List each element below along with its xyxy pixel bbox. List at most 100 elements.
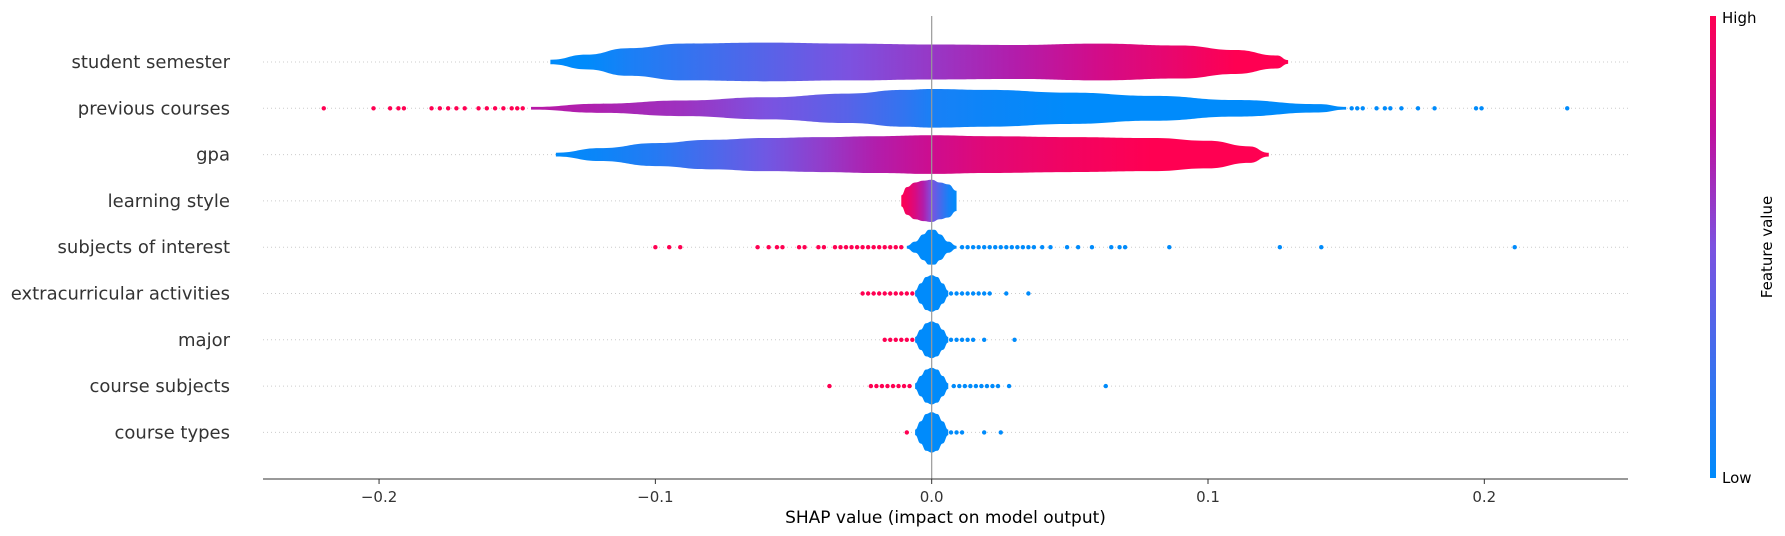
- shap-point: [1040, 245, 1045, 250]
- shap-point: [893, 291, 898, 296]
- shap-point: [979, 383, 984, 389]
- shap-point: [995, 383, 1001, 389]
- shap-point: [1103, 383, 1108, 389]
- shap-point: [970, 337, 976, 342]
- shap-point: [948, 430, 954, 435]
- shap-point: [865, 291, 871, 296]
- shap-point: [970, 245, 976, 250]
- shap-point: [371, 106, 376, 111]
- shap-point: [871, 291, 876, 296]
- shap-point: [796, 245, 802, 250]
- shap-point: [321, 106, 326, 111]
- shap-point: [1117, 245, 1122, 250]
- shap-point: [965, 291, 970, 296]
- shap-point: [981, 245, 987, 250]
- shap-point: [1048, 245, 1053, 250]
- shap-point: [959, 291, 965, 296]
- shap-point: [515, 106, 520, 111]
- shap-point: [1089, 245, 1095, 250]
- shap-point: [774, 245, 780, 250]
- shap-point: [907, 383, 912, 389]
- x-tick-label: −0.1: [637, 488, 673, 506]
- shap-point: [888, 245, 893, 250]
- shap-point: [832, 245, 838, 250]
- shap-point: [520, 106, 525, 111]
- shap-point: [678, 245, 683, 250]
- shap-point: [780, 245, 785, 250]
- shap-point: [1012, 337, 1017, 342]
- shap-point: [876, 245, 882, 250]
- violin-layer: [531, 42, 1347, 453]
- shap-point: [766, 245, 771, 250]
- shap-point: [1015, 245, 1020, 250]
- feature-label: subjects of interest: [58, 237, 230, 258]
- shap-point: [1473, 106, 1479, 111]
- shap-point: [998, 430, 1003, 435]
- shap-point: [1006, 383, 1012, 389]
- shap-point: [1399, 106, 1404, 111]
- shap-point: [899, 291, 904, 296]
- shap-point: [981, 430, 987, 435]
- shap-point: [899, 245, 904, 250]
- shap-point: [879, 383, 885, 389]
- feature-label: major: [178, 330, 231, 351]
- shap-point: [876, 291, 882, 296]
- x-tick-label: −0.2: [361, 488, 397, 506]
- shap-point: [893, 245, 898, 250]
- shap-point: [888, 337, 893, 342]
- shap-point: [1075, 245, 1081, 250]
- feature-label: course types: [115, 422, 230, 443]
- shap-point: [882, 337, 887, 342]
- shap-point: [1009, 245, 1015, 250]
- feature-label: learning style: [108, 191, 230, 212]
- x-tick-label: 0.2: [1472, 488, 1496, 506]
- violin-shape: [550, 42, 1289, 82]
- x-axis-title: SHAP value (impact on model output): [785, 508, 1106, 528]
- outlier-points-layer: [321, 106, 1570, 435]
- shap-point: [959, 245, 965, 250]
- feature-label: gpa: [196, 145, 230, 166]
- shap-point: [802, 245, 807, 250]
- shap-point: [849, 245, 854, 250]
- shap-point: [860, 291, 865, 296]
- colorbar: High Low Feature value: [1710, 9, 1776, 487]
- shap-point: [948, 337, 954, 342]
- shap-point: [987, 245, 992, 250]
- shap-point: [484, 106, 490, 111]
- shap-point: [874, 383, 879, 389]
- shap-point: [954, 430, 959, 435]
- shap-point: [957, 383, 962, 389]
- shap-point: [973, 383, 979, 389]
- shap-point: [890, 383, 896, 389]
- x-tick-label: 0.1: [1196, 488, 1220, 506]
- shap-point: [1355, 106, 1360, 111]
- shap-point: [910, 337, 915, 342]
- x-tick-label: 0.0: [920, 488, 944, 506]
- violin-shape: [531, 88, 1347, 128]
- shap-point: [854, 245, 860, 250]
- shap-point: [970, 291, 976, 296]
- feature-label: course subjects: [89, 376, 230, 397]
- shap-point: [387, 106, 393, 111]
- shap-point: [893, 337, 898, 342]
- feature-label: extracurricular activities: [11, 284, 230, 305]
- shap-point: [821, 245, 827, 250]
- shap-point: [1374, 106, 1379, 111]
- shap-point: [1512, 245, 1517, 250]
- shap-point: [987, 291, 992, 296]
- violin-shape: [555, 135, 1269, 174]
- shap-point: [901, 383, 907, 389]
- shap-point: [959, 430, 965, 435]
- x-ticks: −0.2 −0.1 0.0 0.1 0.2: [361, 479, 1496, 506]
- shap-point: [816, 245, 821, 250]
- shap-point: [1415, 106, 1421, 111]
- shap-point: [951, 383, 956, 389]
- shap-point: [910, 291, 915, 296]
- shap-point: [1319, 245, 1324, 250]
- shap-point: [476, 106, 481, 111]
- shap-point: [990, 383, 995, 389]
- colorbar-gradient: [1710, 16, 1716, 478]
- shap-point: [1031, 245, 1037, 250]
- shap-point: [993, 245, 998, 250]
- shap-point: [462, 106, 467, 111]
